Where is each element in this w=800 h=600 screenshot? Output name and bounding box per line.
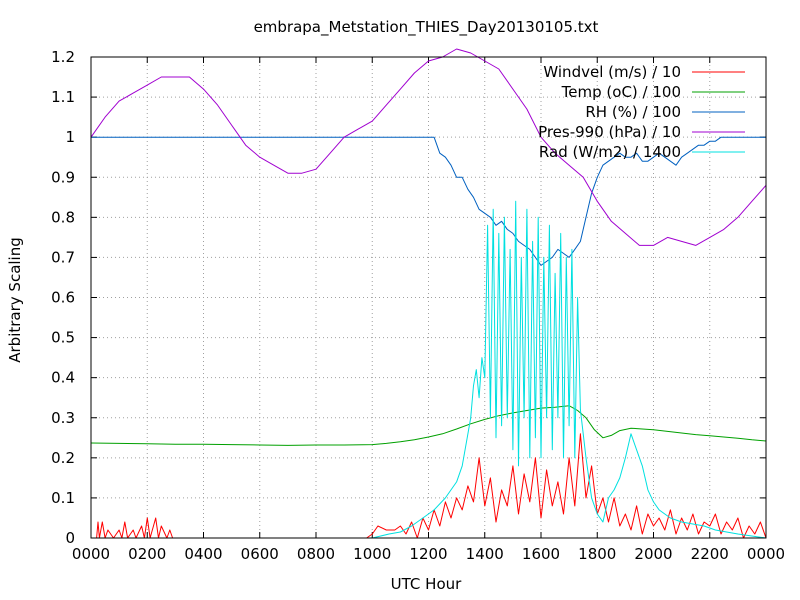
series-line-2 [90, 405, 767, 446]
y-tick-label: 0.9 [51, 168, 75, 186]
tick-labels: 0000 0200 0400 0600 0800 1000 1200 1400 1600 1800… [51, 48, 785, 563]
y-tick-label: 0.1 [51, 489, 75, 507]
y-tick-label: 1.1 [51, 88, 75, 106]
legend-label-2: Temp (oC) / 100 [561, 83, 681, 101]
y-tick-label: 0.4 [51, 369, 75, 387]
y-tick-label: 0.5 [51, 329, 75, 347]
series-line-5 [91, 200, 767, 539]
legend-label-4: Pres-990 (hPa) / 10 [538, 123, 681, 141]
series-line-3 [91, 136, 766, 266]
y-tick-label: 0.6 [51, 289, 75, 307]
y-tick-label: 1 [65, 128, 75, 146]
y-tick-label: 0.7 [51, 248, 75, 266]
legend: Windvel (m/s) / 10 Temp (oC) / 100 RH (%) … [538, 63, 745, 161]
x-tick-label: 0800 [297, 545, 335, 563]
x-tick-label: 1000 [353, 545, 391, 563]
y-tick-label: 1.2 [51, 48, 75, 66]
x-tick-label: 0200 [128, 545, 166, 563]
x-tick-label: 1400 [466, 545, 504, 563]
chart-title: embrapa_Metstation_THIES_Day20130105.txt [254, 18, 599, 37]
legend-label-1: Windvel (m/s) / 10 [543, 63, 681, 81]
x-tick-label: 1200 [409, 545, 447, 563]
x-tick-label: 2200 [691, 545, 729, 563]
x-tick-label: 0000 [72, 545, 110, 563]
x-tick-label: 0400 [184, 545, 222, 563]
x-tick-label: 1800 [578, 545, 616, 563]
x-tick-label: 0000 [747, 545, 785, 563]
series-line-4 [90, 48, 767, 246]
y-tick-label: 0.8 [51, 208, 75, 226]
legend-label-3: RH (%) / 100 [585, 103, 681, 121]
x-tick-label: 1600 [522, 545, 560, 563]
y-axis-label: Arbitrary Scaling [6, 237, 24, 363]
series-line-1 [91, 433, 767, 539]
y-tick-label: 0.2 [51, 449, 75, 467]
y-tick-label: 0 [65, 529, 75, 547]
x-tick-label: 0600 [241, 545, 279, 563]
x-tick-label: 2000 [634, 545, 672, 563]
legend-label-5: Rad (W/m2) / 1400 [539, 143, 681, 161]
plot-frame [90, 56, 767, 539]
y-tick-label: 0.3 [51, 409, 75, 427]
x-axis-label: UTC Hour [391, 575, 462, 593]
series-lines [90, 48, 767, 539]
